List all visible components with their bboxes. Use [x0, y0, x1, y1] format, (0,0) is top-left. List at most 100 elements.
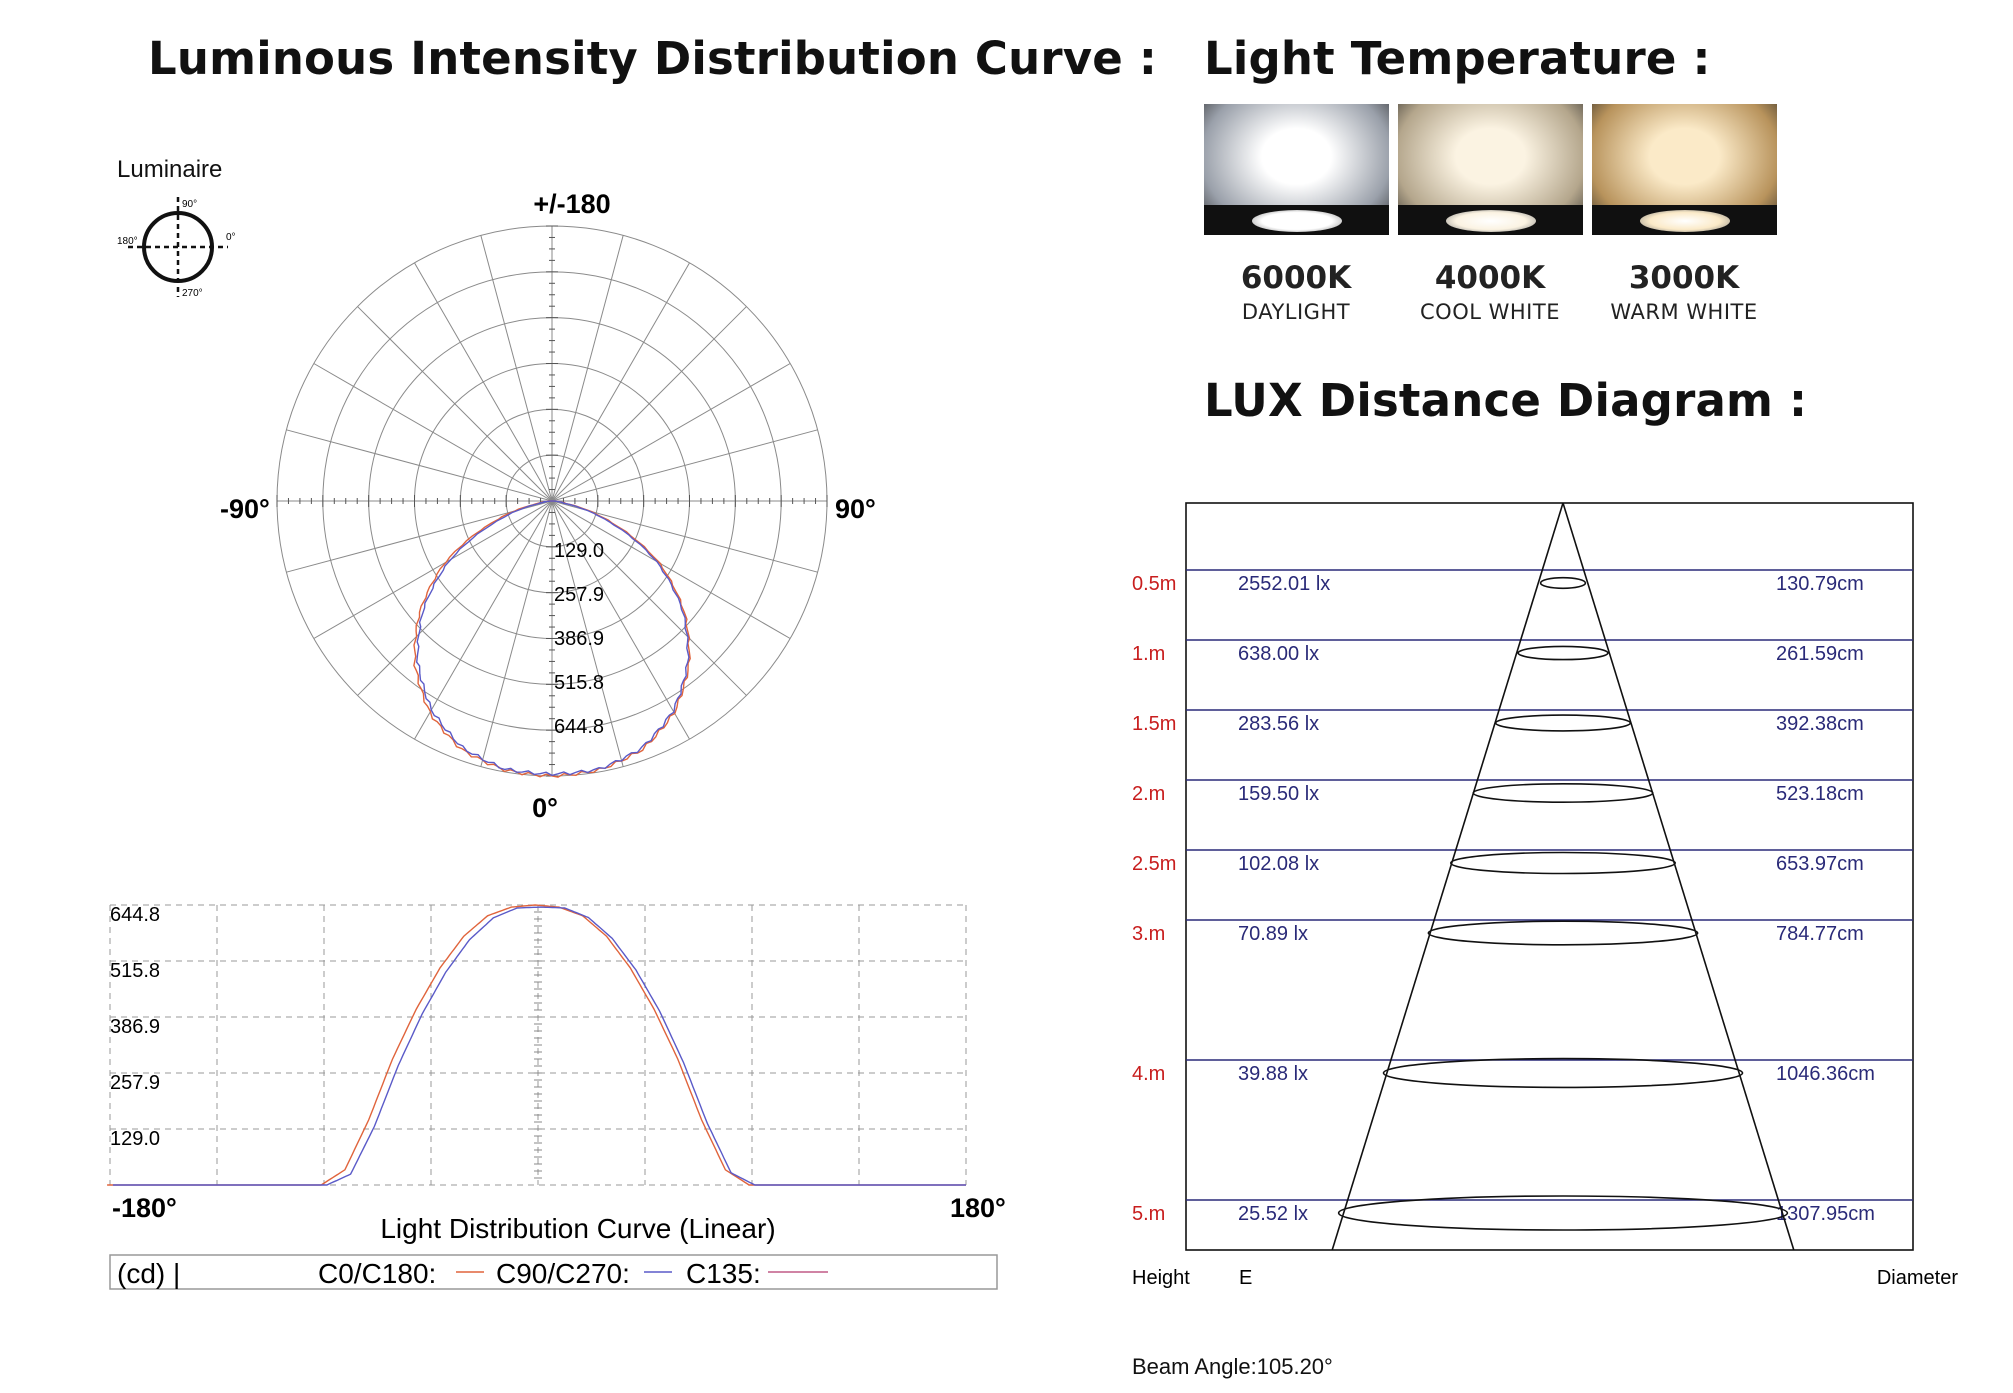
polar-label-top: +/-180 [533, 190, 610, 219]
linear-y-tick-label: 644.8 [110, 904, 160, 926]
lux-value-label: 25.52 lx [1238, 1203, 1308, 1225]
polar-spoke [551, 235, 624, 502]
lux-height-label: 0.5m [1132, 573, 1176, 595]
beam-angle: Beam Angle:105.20° [1132, 1354, 1333, 1379]
lux-diameter-label: 1046.36cm [1776, 1063, 1875, 1085]
polar-grid [276, 225, 828, 777]
lux-cone-edge-right [1562, 502, 1795, 1251]
luminaire-angle-right: 0° [226, 232, 236, 243]
lamp-glow-icon [1446, 210, 1536, 232]
polar-spoke [551, 262, 690, 502]
lux-beam-ellipse [1517, 645, 1609, 661]
polar-radial-tick-label: 515.8 [554, 672, 604, 694]
lux-value-label: 638.00 lx [1238, 643, 1319, 665]
lux-height-label: 1.5m [1132, 713, 1176, 735]
legend-c135-label: C135: [686, 1258, 761, 1289]
polar-radial-tick-label: 644.8 [554, 716, 604, 738]
temperature-photo [1204, 104, 1389, 235]
temperature-photo [1592, 104, 1777, 235]
lux-frame [1185, 502, 1914, 1251]
lux-beam-ellipse [1382, 1057, 1744, 1089]
linear-chart: 129.0 257.9 386.9 515.8 644.8 -180° 180° Lig… [107, 904, 1006, 1290]
polar-spoke [551, 500, 791, 639]
lux-value-label: 159.50 lx [1238, 783, 1319, 805]
lux-diagram: 0.5m 2552.01 lx 130.79cm 1.m 638.00 lx 261.59… [1132, 502, 1958, 1289]
linear-x-label-left: -180° [112, 1193, 177, 1223]
polar-spoke [551, 500, 818, 573]
lamp-glow-icon [1252, 210, 1342, 232]
polar-spoke [551, 363, 791, 502]
polar-spoke [286, 500, 553, 573]
temperature-kelvin: 3000K [1628, 260, 1740, 296]
lux-height-label: 1.m [1132, 643, 1165, 665]
lux-value-label: 39.88 lx [1238, 1063, 1308, 1085]
lux-diameter-label: 1307.95cm [1776, 1203, 1875, 1225]
legend-c90-label: C90/C270: [496, 1258, 630, 1289]
polar-spoke [357, 500, 553, 696]
linear-curve-c0-c180 [107, 904, 966, 1186]
temperature-kelvin: 6000K [1240, 260, 1352, 296]
polar-curve-c90-c270 [415, 500, 690, 777]
polar-spoke [313, 363, 553, 502]
intensity-title: Luminous Intensity Distribution Curve : [148, 32, 1158, 85]
lux-cone-edge-left [1331, 502, 1564, 1251]
luminaire-label: Luminaire [117, 156, 223, 183]
luminaire-icon: 90° 180° 0° 270° [117, 197, 236, 299]
lux-height-label: 4.m [1132, 1063, 1165, 1085]
polar-spoke [551, 429, 818, 502]
polar-radial-tick-label: 257.9 [554, 584, 604, 606]
temperature-photo [1398, 104, 1583, 235]
lux-rows: 0.5m 2552.01 lx 130.79cm 1.m 638.00 lx 261.59… [1132, 569, 1913, 1225]
lux-height-label: 5.m [1132, 1203, 1165, 1225]
polar-label-right: 90° [835, 494, 876, 524]
lux-diameter-label: 523.18cm [1776, 783, 1864, 805]
lux-height-label: 2.m [1132, 783, 1165, 805]
polar-spoke [480, 500, 553, 767]
lux-beam-ellipse [1450, 851, 1676, 875]
polar-radial-ticks: 129.0 257.9 386.9 515.8 644.8 [554, 540, 604, 738]
temperature-name: WARM WHITE [1610, 300, 1758, 324]
polar-curves [413, 500, 691, 778]
lux-height-label: 2.5m [1132, 853, 1176, 875]
lux-diameter-label: 392.38cm [1776, 713, 1864, 735]
luminaire-angle-top: 90° [182, 199, 197, 210]
linear-title: Light Distribution Curve (Linear) [380, 1213, 775, 1244]
polar-spoke [414, 500, 553, 740]
linear-y-tick-label: 129.0 [110, 1128, 160, 1150]
polar-spoke [551, 306, 747, 502]
temperature-kelvin: 4000K [1434, 260, 1546, 296]
lux-cone [1331, 502, 1795, 1251]
polar-spoke [551, 500, 747, 696]
linear-curve-c90-c270 [112, 906, 966, 1186]
luminaire-angle-left: 180° [117, 236, 138, 247]
lux-value-label: 102.08 lx [1238, 853, 1319, 875]
polar-spoke [313, 500, 553, 639]
lux-beam-ellipse [1539, 576, 1587, 590]
polar-spoke [480, 235, 553, 502]
polar-spoke [286, 429, 553, 502]
polar-chart: 129.0 257.9 386.9 515.8 644.8 +/-180 0° -90°… [220, 190, 876, 823]
legend-c0-label: C0/C180: [318, 1258, 436, 1289]
linear-x-label-right: 180° [950, 1193, 1006, 1223]
polar-radial-tick-label: 386.9 [554, 628, 604, 650]
lux-beam-ellipse [1337, 1195, 1789, 1231]
polar-label-bottom: 0° [532, 793, 558, 823]
lux-beam-ellipse [1427, 920, 1699, 946]
polar-label-left: -90° [220, 494, 270, 524]
lux-diameter-label: 784.77cm [1776, 923, 1864, 945]
linear-grid [109, 904, 967, 1186]
lux-col-e: E [1239, 1267, 1252, 1289]
polar-spoke [357, 306, 553, 502]
polar-spoke [414, 262, 553, 502]
lamp-glow-icon [1640, 210, 1730, 232]
polar-radial-tick-label: 129.0 [554, 540, 604, 562]
linear-legend-box [109, 1254, 998, 1290]
polar-spoke [551, 500, 690, 740]
linear-y-tick-label: 257.9 [110, 1072, 160, 1094]
temperature-name: DAYLIGHT [1241, 300, 1351, 324]
linear-y-ticks: 129.0 257.9 386.9 515.8 644.8 [110, 904, 160, 1150]
lux-value-label: 2552.01 lx [1238, 573, 1330, 595]
lux-height-label: 3.m [1132, 923, 1165, 945]
linear-y-tick-label: 515.8 [110, 960, 160, 982]
linear-curves [107, 904, 966, 1186]
